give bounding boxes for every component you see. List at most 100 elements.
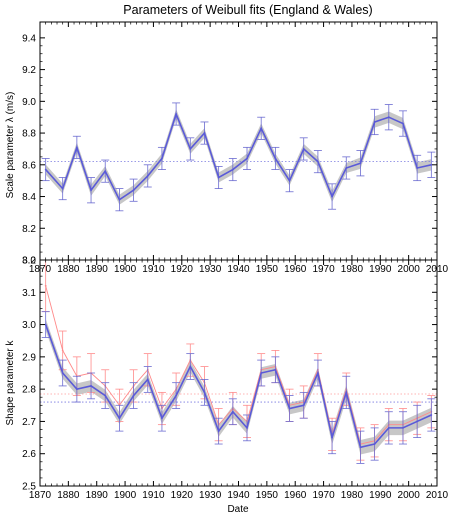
shape-point-main-4	[104, 394, 107, 397]
shape-series	[41, 259, 436, 464]
scale-ytick-label-7: 9.4	[22, 33, 36, 44]
scale-ytick-label-0: 8.0	[22, 256, 36, 267]
scale-xtick-label-11: 1980	[341, 264, 364, 275]
scale-series-line-main	[45, 111, 432, 201]
chart-title: Parameters of Weibull fits (England & Wa…	[123, 3, 372, 17]
shape-xtick-label-4: 1910	[142, 490, 165, 501]
scale-point-main-14	[246, 157, 248, 160]
scale-series	[41, 102, 436, 212]
shape-xtick-label-7: 1940	[227, 490, 250, 501]
scale-point-main-21	[345, 167, 348, 169]
shape-point-main-5	[118, 417, 121, 420]
shape-xtick-label-1: 1880	[57, 490, 80, 501]
scale-point-main-8	[161, 157, 163, 160]
scale-point-main-24	[387, 116, 390, 119]
shape-point-main-10	[189, 365, 192, 368]
shape-point-main-7	[146, 378, 149, 381]
scale-point-main-16	[274, 157, 277, 160]
shape-point-main-9	[175, 394, 178, 397]
shape-ytick-label-2: 2.7	[22, 417, 36, 428]
scale-xtick-label-9: 1960	[284, 264, 307, 275]
scale-point-main-17	[288, 179, 291, 182]
scale-point-main-18	[302, 148, 305, 150]
shape-xtick-label-14: 2010	[426, 490, 449, 501]
shape-point-main-21	[345, 391, 348, 394]
scale-xtick-label-8: 1950	[256, 264, 279, 275]
shape-point-main-17	[288, 407, 291, 410]
shape-ylabel: Shape parameter k	[5, 339, 16, 425]
shape-ytick-label-4: 2.9	[22, 352, 36, 363]
shape-point-main-14	[246, 426, 248, 429]
scale-point-main-1	[61, 187, 64, 190]
shape-point-main-23	[373, 443, 376, 445]
shape-uncertainty-band	[45, 318, 432, 455]
shape-point-main-25	[402, 426, 404, 429]
shape-series-line-main	[44, 324, 432, 449]
scale-point-main-9	[175, 113, 178, 115]
shape-xtick-label-9: 1960	[284, 490, 307, 501]
scale-point-main-3	[90, 189, 92, 192]
scale-point-main-10	[189, 148, 192, 150]
shape-point-main-20	[331, 436, 333, 439]
scale-point-main-6	[132, 189, 135, 192]
scale-point-main-7	[146, 175, 149, 177]
shape-xtick-label-5: 1920	[171, 490, 194, 501]
scale-xtick-label-6: 1930	[199, 264, 222, 275]
scale-ytick-label-1: 8.2	[22, 224, 36, 235]
shape-xtick-label-12: 1990	[369, 490, 392, 501]
shape-point-main-2	[75, 388, 78, 391]
shape-plot-frame	[39, 259, 438, 487]
scale-xtick-label-4: 1910	[142, 264, 165, 275]
scale-ytick-label-4: 8.8	[22, 129, 36, 140]
shape-point-main-16	[274, 368, 277, 371]
shape-point-alt-0	[44, 284, 47, 287]
shape-point-main-24	[387, 426, 390, 429]
shape-xtick-label-2: 1890	[86, 490, 109, 501]
scale-panel: Scale parameter λ (m/s) 8.0 8.2 8.4 8.6 8.8 9…	[5, 21, 449, 275]
shape-band	[45, 318, 432, 455]
shape-xtick-label-8: 1950	[256, 490, 279, 501]
shape-point-main-15	[260, 372, 263, 374]
shape-point-alt-1	[61, 349, 64, 352]
shape-point-main-22	[359, 446, 362, 449]
shape-point-main-11	[203, 391, 206, 394]
scale-point-main-26	[416, 167, 419, 169]
shape-point-main-0	[44, 323, 47, 326]
shape-point-main-18	[302, 404, 305, 407]
shape-xlabel: Date	[227, 504, 249, 515]
shape-point-main-13	[231, 410, 234, 413]
scale-ytick-label-5: 9.0	[22, 97, 36, 108]
shape-xtick-label-10: 1970	[312, 490, 335, 501]
scale-xtick-label-12: 1990	[369, 264, 392, 275]
scale-xtick-label-3: 1900	[114, 264, 137, 275]
shape-xtick-label-0: 1870	[29, 490, 52, 501]
scale-point-main-4	[104, 170, 107, 173]
shape-ytick-label-7: 3.2	[22, 256, 36, 267]
scale-point-main-27	[430, 163, 433, 166]
scale-point-main-23	[373, 121, 376, 123]
shape-point-main-26	[416, 420, 419, 423]
shape-xtick-label-13: 2000	[398, 490, 421, 501]
shape-ytick-label-3: 2.8	[22, 385, 36, 396]
scale-point-main-19	[317, 160, 319, 163]
shape-xtick-label-6: 1930	[199, 490, 222, 501]
scale-ytick-label-2: 8.4	[22, 192, 36, 203]
shape-point-main-12	[217, 430, 220, 433]
shape-ytick-label-5: 3.0	[22, 320, 36, 331]
shape-point-main-1	[61, 372, 64, 374]
shape-series-line-alt	[45, 285, 432, 445]
scale-xtick-label-10: 1970	[312, 264, 335, 275]
shape-ytick-label-1: 2.6	[22, 449, 36, 460]
scale-point-main-13	[231, 168, 234, 171]
scale-xtick-label-2: 1890	[86, 264, 109, 275]
shape-xtick-label-3: 1900	[114, 490, 137, 501]
scale-point-main-15	[260, 127, 263, 130]
shape-xtick-label-11: 1980	[341, 490, 364, 501]
scale-ylabel: Scale parameter λ (m/s)	[5, 92, 16, 199]
scale-point-main-11	[203, 132, 206, 134]
shape-point-main-3	[90, 385, 92, 387]
scale-xtick-label-5: 1920	[171, 264, 194, 275]
scale-ytick-label-6: 9.2	[22, 65, 36, 76]
